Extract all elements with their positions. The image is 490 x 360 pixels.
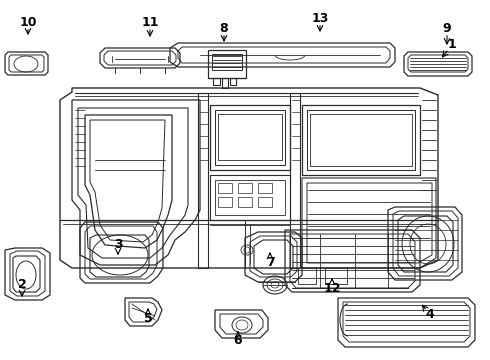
- Bar: [215, 180, 285, 215]
- Bar: [307, 110, 415, 170]
- Text: 12: 12: [323, 282, 341, 294]
- Text: 1: 1: [448, 39, 456, 51]
- Text: 4: 4: [426, 309, 434, 321]
- Bar: [258, 197, 272, 207]
- Text: 8: 8: [220, 22, 228, 35]
- Text: 5: 5: [144, 311, 152, 324]
- Text: 7: 7: [266, 256, 274, 269]
- Text: 6: 6: [234, 333, 243, 346]
- Bar: [298, 268, 316, 284]
- Bar: [238, 197, 252, 207]
- Bar: [208, 50, 246, 78]
- Text: 2: 2: [18, 279, 26, 292]
- Text: 10: 10: [19, 15, 37, 28]
- Bar: [258, 183, 272, 193]
- Bar: [218, 197, 232, 207]
- Bar: [210, 105, 290, 170]
- Bar: [212, 54, 242, 70]
- Bar: [325, 268, 347, 284]
- Bar: [310, 114, 412, 166]
- Text: 9: 9: [442, 22, 451, 35]
- Bar: [215, 110, 285, 165]
- Bar: [210, 175, 290, 220]
- Bar: [218, 183, 232, 193]
- Text: 13: 13: [311, 12, 329, 24]
- Text: 11: 11: [141, 15, 159, 28]
- Text: 3: 3: [114, 238, 122, 252]
- Bar: [218, 114, 282, 160]
- Bar: [238, 183, 252, 193]
- Bar: [302, 105, 420, 175]
